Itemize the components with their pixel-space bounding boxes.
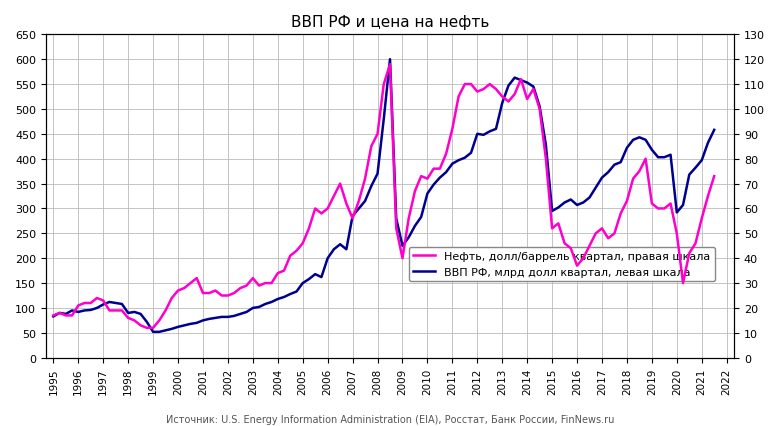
Нефть, долл/баррель квартал, правая шкала xyxy=(48,313,58,318)
Нефть, долл/баррель квартал, правая шкала xyxy=(529,87,538,92)
Нефть, долл/баррель квартал, правая шкала xyxy=(647,201,657,207)
ВВП РФ, млрд долл квартал, левая шкала xyxy=(529,85,538,90)
Нефть, долл/баррель квартал, правая шкала xyxy=(710,174,719,179)
Нефть, долл/баррель квартал, правая шкала xyxy=(385,63,395,68)
ВВП РФ, млрд долл квартал, левая шкала xyxy=(679,203,688,208)
ВВП РФ, млрд долл квартал, левая шкала xyxy=(591,186,601,191)
Text: Источник: U.S. Energy Information Administration (EIA), Росстат, Банк России, Fi: Источник: U.S. Energy Information Admini… xyxy=(166,414,614,424)
Line: Нефть, долл/баррель квартал, правая шкала: Нефть, долл/баррель квартал, правая шкал… xyxy=(53,65,714,328)
ВВП РФ, млрд долл квартал, левая шкала xyxy=(710,128,719,133)
Нефть, долл/баррель квартал, правая шкала xyxy=(679,281,688,286)
Нефть, долл/баррель квартал, правая шкала xyxy=(142,325,151,331)
ВВП РФ, млрд долл квартал, левая шкала xyxy=(254,305,264,310)
Line: ВВП РФ, млрд долл квартал, левая шкала: ВВП РФ, млрд долл квартал, левая шкала xyxy=(53,60,714,332)
ВВП РФ, млрд долл квартал, левая шкала xyxy=(385,58,395,63)
Нефть, долл/баррель квартал, правая шкала xyxy=(560,241,569,246)
Нефть, долл/баррель квартал, правая шкала xyxy=(254,283,264,288)
ВВП РФ, млрд долл квартал, левая шкала xyxy=(560,201,569,206)
ВВП РФ, млрд долл квартал, левая шкала xyxy=(48,314,58,319)
Legend: Нефть, долл/баррель квартал, правая шкала, ВВП РФ, млрд долл квартал, левая шкал: Нефть, долл/баррель квартал, правая шкал… xyxy=(409,247,714,281)
Нефть, долл/баррель квартал, правая шкала xyxy=(591,231,601,236)
ВВП РФ, млрд долл квартал, левая шкала xyxy=(148,329,158,334)
Title: ВВП РФ и цена на нефть: ВВП РФ и цена на нефть xyxy=(291,15,489,30)
ВВП РФ, млрд долл квартал, левая шкала xyxy=(647,148,657,153)
